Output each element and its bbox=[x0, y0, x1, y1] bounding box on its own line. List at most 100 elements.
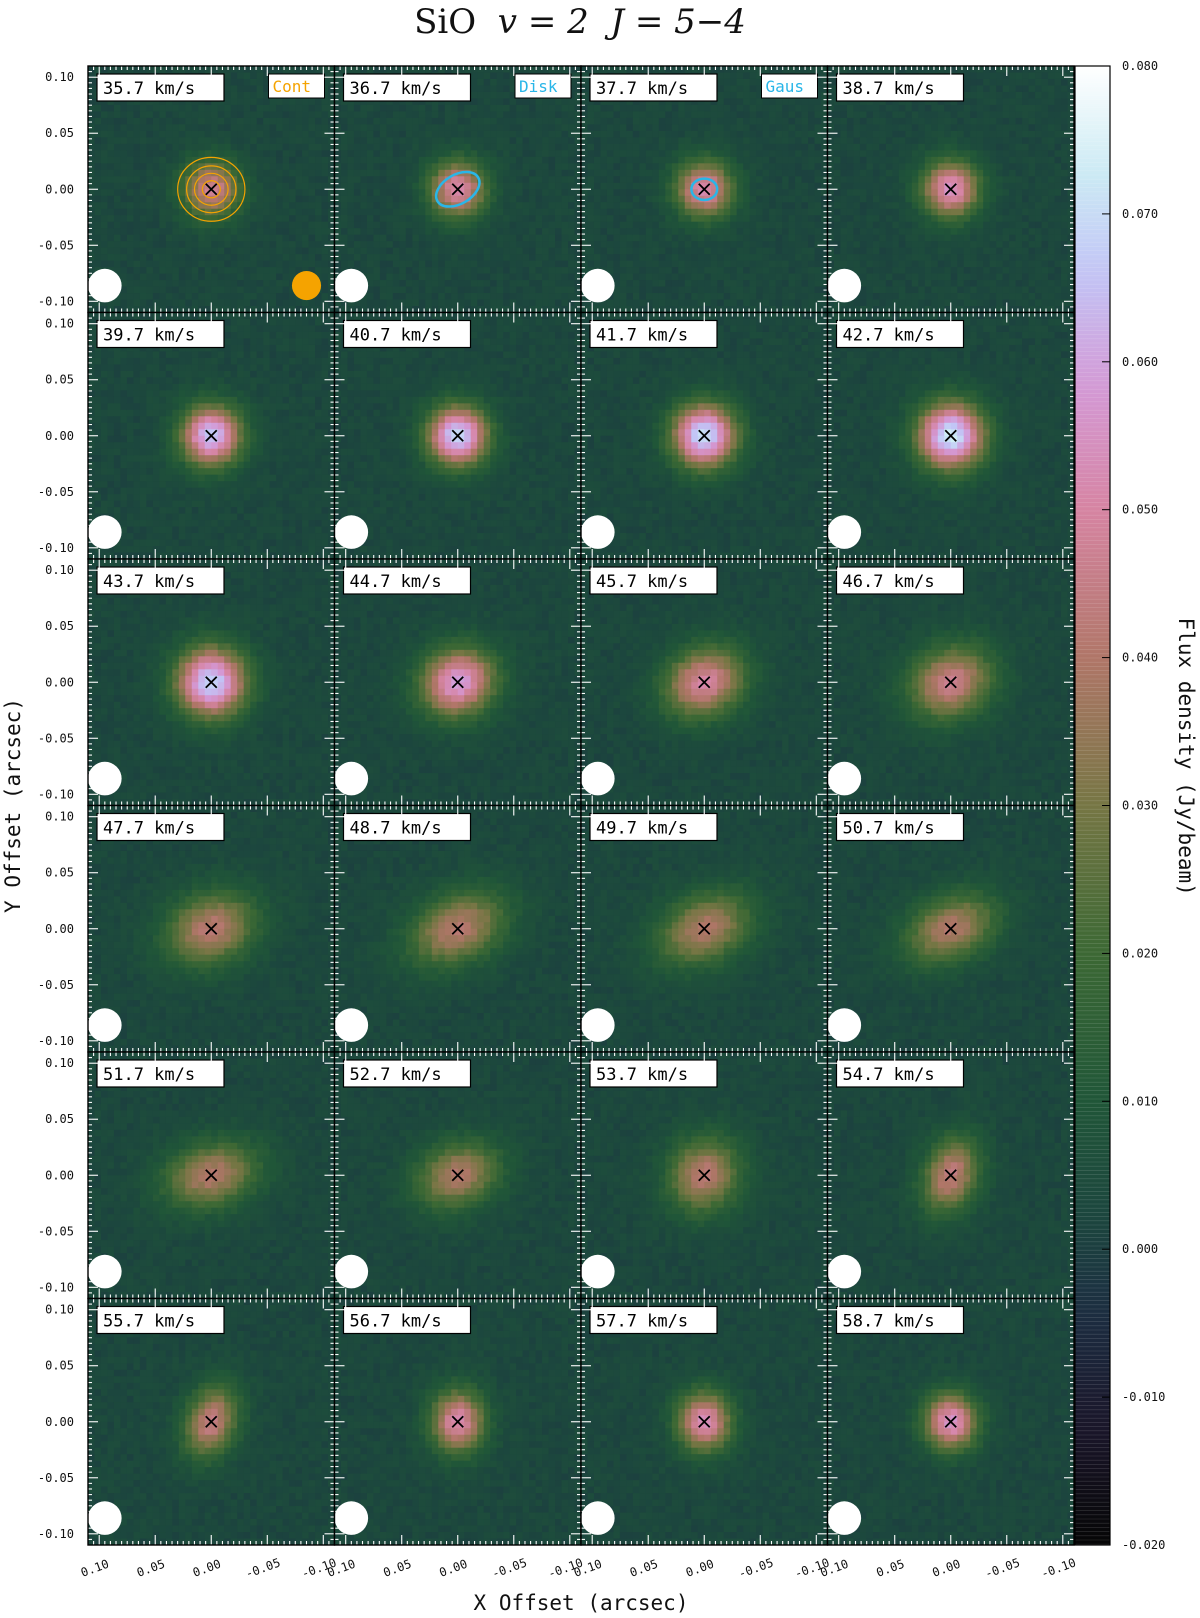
colorbar-tick-label: 0.050 bbox=[1122, 503, 1158, 517]
velocity-label-box bbox=[96, 73, 225, 102]
velocity-label-box bbox=[342, 319, 472, 349]
legend-box bbox=[761, 73, 818, 99]
colorbar-tick-label: 0.010 bbox=[1122, 1094, 1158, 1108]
title-transition: J = 5−4 bbox=[610, 2, 746, 42]
velocity-label: 51.7 km/s bbox=[103, 1065, 195, 1085]
velocity-label: 49.7 km/s bbox=[596, 819, 688, 839]
title-v: v = 2 bbox=[498, 2, 589, 42]
emission-image bbox=[334, 312, 582, 560]
legend-box bbox=[268, 73, 325, 99]
beam-ellipse bbox=[334, 1254, 369, 1289]
y-tick-label: 0.10 bbox=[45, 563, 74, 577]
channel-panel: 53.7 km/s bbox=[580, 1051, 829, 1300]
center-cross-marker bbox=[698, 922, 711, 935]
velocity-label-box bbox=[96, 566, 225, 595]
velocity-label: 41.7 km/s bbox=[596, 326, 688, 346]
center-cross-marker bbox=[205, 1169, 218, 1182]
continuum-beam bbox=[291, 271, 322, 301]
y-tick-label: 0.05 bbox=[45, 1112, 74, 1126]
emission-image bbox=[88, 312, 335, 560]
y-tick-label: -0.10 bbox=[38, 1280, 74, 1294]
center-cross-marker bbox=[451, 676, 464, 689]
velocity-label: 37.7 km/s bbox=[596, 79, 688, 99]
gaussian-model-contour bbox=[690, 177, 719, 202]
x-tick-label: -0.05 bbox=[490, 1555, 529, 1581]
velocity-label-box bbox=[589, 812, 718, 842]
channel-panel: 42.7 km/s bbox=[826, 311, 1075, 560]
y-tick-label: 0.10 bbox=[45, 1303, 74, 1317]
emission-image bbox=[827, 312, 1075, 560]
beam-ellipse bbox=[334, 1501, 369, 1535]
y-tick-label: 0.00 bbox=[45, 922, 74, 936]
center-cross-marker bbox=[698, 183, 711, 196]
channel-panel: 58.7 km/s0.10 0.05 0.00 -0.05 -0.10 bbox=[818, 1297, 1078, 1581]
beam-ellipse bbox=[580, 1008, 615, 1042]
velocity-label-box bbox=[589, 319, 718, 349]
y-tick-label: 0.05 bbox=[45, 1359, 74, 1373]
center-cross-marker bbox=[698, 429, 711, 442]
continuum-contour bbox=[186, 165, 237, 214]
velocity-label: 55.7 km/s bbox=[103, 1312, 195, 1332]
beam-ellipse bbox=[87, 268, 122, 303]
y-tick-label: 0.10 bbox=[45, 317, 74, 331]
center-cross-marker bbox=[944, 429, 957, 442]
velocity-label-box bbox=[96, 319, 225, 349]
legend-label: Disk bbox=[519, 77, 558, 96]
y-tick-label: -0.05 bbox=[38, 485, 74, 499]
beam-ellipse bbox=[827, 515, 862, 549]
channel-panel: 52.7 km/s bbox=[333, 1051, 582, 1300]
y-tick-label: -0.10 bbox=[38, 294, 74, 308]
colorbar-tick-label: 0.030 bbox=[1122, 799, 1158, 813]
y-tick-label: 0.00 bbox=[45, 429, 74, 443]
center-cross-marker bbox=[451, 922, 464, 935]
legend-box bbox=[514, 73, 572, 99]
beam-ellipse bbox=[580, 761, 615, 796]
y-tick-label: 0.00 bbox=[45, 182, 74, 196]
channel-panel: 48.7 km/s bbox=[333, 804, 582, 1053]
channel-panel: 35.7 km/s Cont 0.10 0.05 0.00 -0.05 -0.10 bbox=[38, 65, 336, 314]
y-tick-label: 0.05 bbox=[45, 126, 74, 140]
channel-panel: 41.7 km/s bbox=[580, 311, 829, 560]
velocity-label-box bbox=[589, 73, 718, 102]
center-cross-marker bbox=[944, 922, 957, 935]
y-tick-label: 0.10 bbox=[45, 810, 74, 824]
continuum-contour bbox=[177, 156, 246, 222]
chart-title: SiO v = 2 J = 5−4 bbox=[0, 2, 1160, 42]
velocity-label: 56.7 km/s bbox=[350, 1312, 442, 1332]
velocity-label-box bbox=[589, 566, 718, 595]
colorbar-tick-label: 0.080 bbox=[1122, 59, 1158, 73]
y-tick-label: 0.10 bbox=[45, 1056, 74, 1070]
beam-ellipse bbox=[827, 1501, 862, 1535]
velocity-label: 58.7 km/s bbox=[843, 1312, 935, 1332]
legend-label: Gaus bbox=[766, 77, 805, 96]
center-cross-marker bbox=[944, 183, 957, 196]
center-cross-marker bbox=[205, 429, 218, 442]
center-cross-marker bbox=[205, 676, 218, 689]
x-tick-label: -0.10 bbox=[1039, 1555, 1078, 1581]
colorbar-tick-label: -0.020 bbox=[1122, 1538, 1165, 1552]
beam-ellipse bbox=[87, 761, 122, 796]
channel-panel: 57.7 km/s0.10 0.05 0.00 -0.05 -0.10 bbox=[572, 1297, 831, 1581]
velocity-label-box bbox=[835, 319, 965, 349]
beam-ellipse bbox=[334, 268, 369, 303]
y-tick-label: -0.10 bbox=[38, 1034, 74, 1048]
center-cross-marker bbox=[944, 676, 957, 689]
velocity-label-box bbox=[342, 73, 472, 102]
x-tick-label: -0.05 bbox=[737, 1555, 776, 1581]
y-tick-label: -0.05 bbox=[38, 1224, 74, 1238]
center-cross-marker bbox=[205, 922, 218, 935]
velocity-label: 57.7 km/s bbox=[596, 1312, 688, 1332]
channel-panel: 56.7 km/s0.10 0.05 0.00 -0.05 -0.10 bbox=[325, 1297, 585, 1581]
y-tick-label: 0.05 bbox=[45, 373, 74, 387]
velocity-label: 40.7 km/s bbox=[350, 326, 442, 346]
beam-ellipse bbox=[580, 515, 615, 549]
channel-panel: 39.7 km/s 0.10 0.05 0.00 -0.05 -0.10 bbox=[38, 311, 336, 560]
velocity-label-box bbox=[96, 812, 225, 842]
beam-ellipse bbox=[580, 1501, 615, 1535]
center-cross-marker bbox=[205, 183, 218, 196]
x-tick-label: 0.00 bbox=[191, 1557, 223, 1580]
beam-ellipse bbox=[87, 1008, 122, 1042]
channel-panel: 44.7 km/s bbox=[333, 558, 582, 807]
colorbar-tick-label: 0.020 bbox=[1122, 946, 1158, 960]
center-cross-marker bbox=[451, 429, 464, 442]
